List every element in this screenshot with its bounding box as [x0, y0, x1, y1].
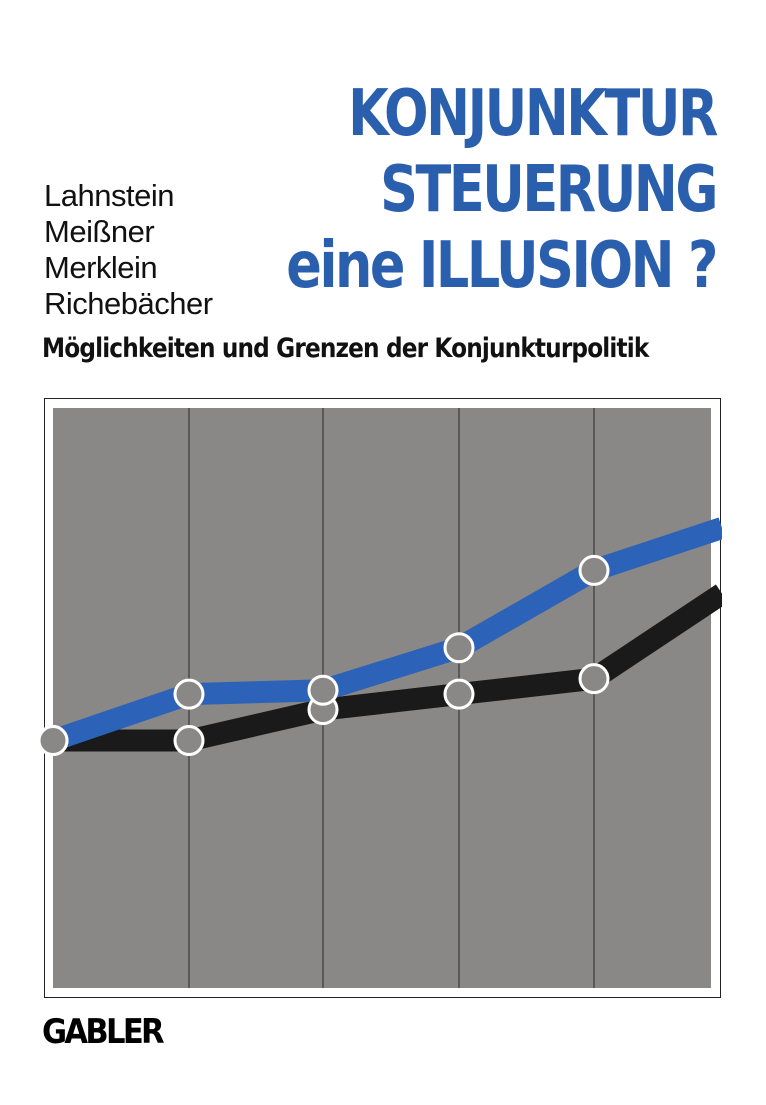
title-line: STEUERUNG	[380, 153, 718, 227]
data-point	[173, 678, 205, 710]
data-point	[443, 678, 475, 710]
author-name: Richebächer	[44, 286, 213, 321]
book-title: KONJUNKTUR STEUERUNG eine ILLUSION ?	[286, 76, 718, 304]
book-subtitle: Möglichkeiten und Grenzen der Konjunktur…	[42, 333, 649, 364]
author-name: Lahnstein	[44, 178, 174, 213]
series-line	[53, 584, 729, 752]
data-point	[578, 663, 610, 695]
title-line: eine ILLUSION ?	[286, 229, 718, 303]
data-point	[307, 674, 339, 706]
data-point	[578, 554, 610, 586]
title-line: KONJUNKTUR	[348, 77, 718, 151]
data-point	[173, 725, 205, 757]
data-point	[37, 725, 69, 757]
author-list: Lahnstein Meißner Merklein Richebächer	[44, 178, 213, 322]
publisher-logo: GABLER	[42, 1012, 165, 1052]
data-point	[443, 632, 475, 664]
right-margin-mask	[722, 380, 766, 1020]
series-line	[49, 517, 726, 751]
author-name: Merklein	[44, 250, 158, 285]
author-name: Meißner	[44, 214, 155, 249]
